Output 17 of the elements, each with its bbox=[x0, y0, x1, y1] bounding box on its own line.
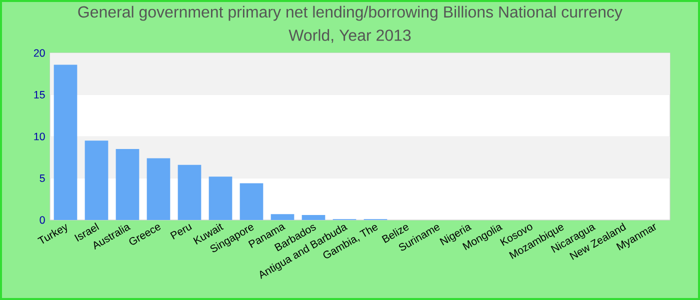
y-tick-label: 5 bbox=[40, 174, 45, 182]
bar bbox=[178, 164, 202, 220]
y-tick-label: 10 bbox=[34, 132, 45, 140]
bar bbox=[208, 176, 232, 220]
bar bbox=[84, 140, 108, 220]
bar bbox=[270, 214, 294, 220]
bar bbox=[302, 214, 326, 220]
bar bbox=[146, 158, 170, 220]
chart-subtitle: World, Year 2013 bbox=[288, 29, 411, 43]
bar bbox=[240, 183, 264, 220]
x-tick-label: Peru bbox=[170, 224, 192, 240]
y-tick-label: 15 bbox=[34, 91, 45, 98]
chart-title: General government primary net lending/borrowing Billions National currency bbox=[78, 6, 622, 21]
y-tick-label: 0 bbox=[40, 216, 45, 224]
bar bbox=[116, 149, 140, 220]
y-tick-label: 20 bbox=[34, 49, 45, 57]
bar bbox=[54, 64, 78, 220]
